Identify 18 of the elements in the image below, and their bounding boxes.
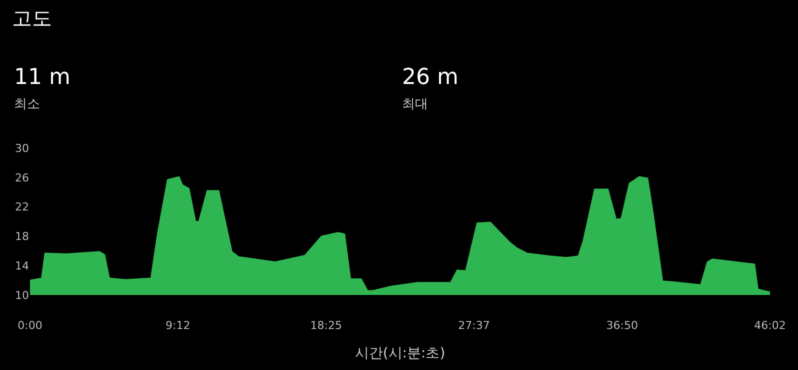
x-tick-label: 46:02 xyxy=(754,319,786,332)
y-tick-label: 10 xyxy=(15,288,29,302)
y-tick-label: 30 xyxy=(15,142,29,155)
y-tick-label: 22 xyxy=(15,200,29,214)
y-tick-label: 14 xyxy=(15,259,29,272)
y-tick-label: 26 xyxy=(15,171,29,184)
x-tick-label: 18:25 xyxy=(310,319,342,332)
text: 최소 xyxy=(14,97,40,112)
x-tick-label: 36:50 xyxy=(606,319,638,332)
x-tick-label: 9:12 xyxy=(166,319,190,332)
text: 11 m xyxy=(14,65,70,90)
y-tick-label: 18 xyxy=(15,230,29,244)
text: 26 m xyxy=(402,65,458,90)
x-axis-title: 시간(시:분:초) xyxy=(354,345,446,362)
chart-title: 고도 xyxy=(12,6,52,30)
text: 최대 xyxy=(402,97,428,112)
x-tick-label: 27:37 xyxy=(458,319,490,332)
x-tick-label: 0:00 xyxy=(18,319,42,332)
